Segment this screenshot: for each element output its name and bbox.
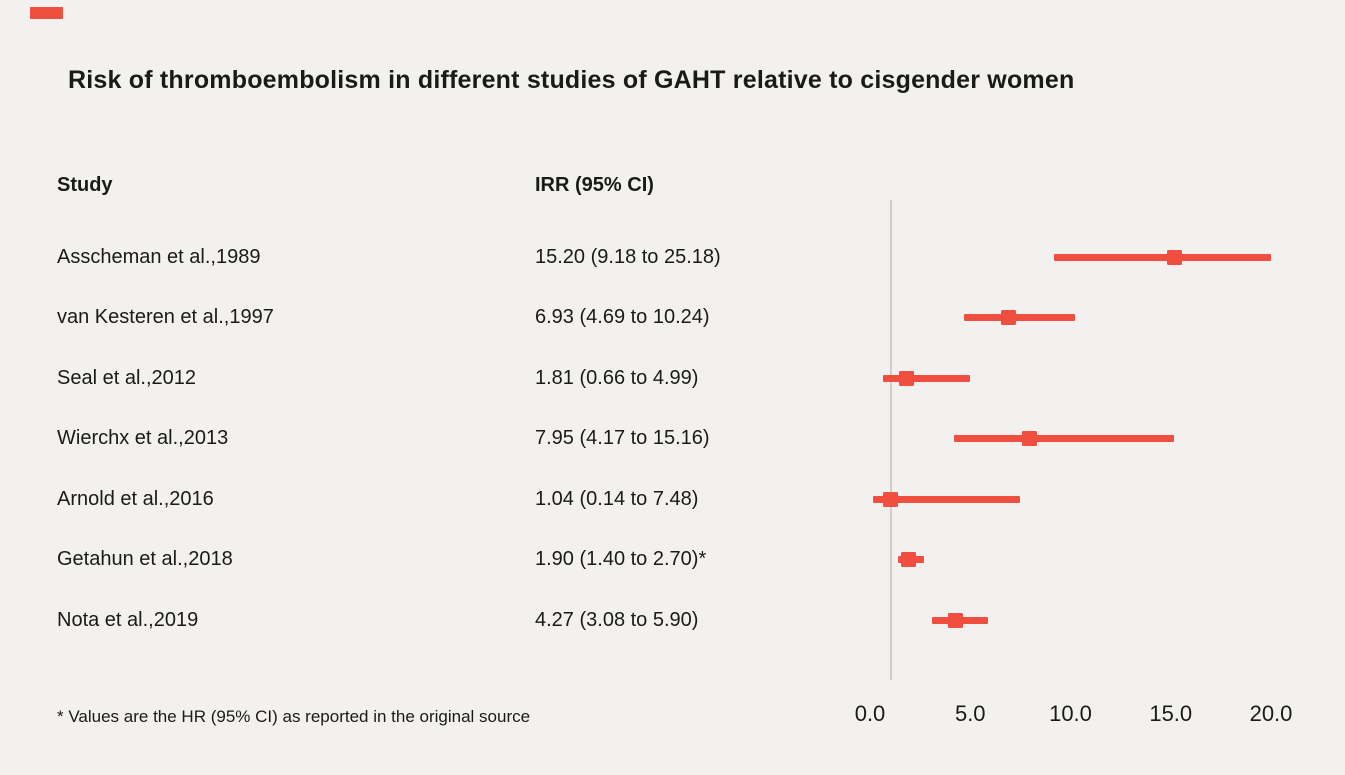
ci-line	[1054, 253, 1271, 261]
estimate-marker	[898, 370, 914, 386]
table-row: Seal et al.,2012 1.81 (0.66 to 4.99)	[57, 348, 857, 409]
irr-value: 4.27 (3.08 to 5.90)	[535, 608, 699, 631]
table-row: Nota et al.,2019 4.27 (3.08 to 5.90)	[57, 590, 857, 651]
irr-value: 1.04 (0.14 to 7.48)	[535, 487, 699, 510]
table-row: van Kesteren et al.,1997 6.93 (4.69 to 10…	[57, 288, 857, 349]
irr-value: 1.90 (1.40 to 2.70)*	[535, 548, 707, 571]
study-label: van Kesteren et al.,1997	[57, 306, 274, 329]
footnote: * Values are the HR (95% CI) as reported…	[57, 707, 531, 726]
brand-mark	[30, 7, 63, 19]
table-row: Wierchx et al.,2013 7.95 (4.17 to 15.16)	[57, 409, 857, 470]
page-title: Risk of thromboembolism in different stu…	[68, 66, 1075, 94]
column-header-study: Study	[57, 174, 113, 196]
study-label: Arnold et al.,2016	[57, 487, 214, 510]
irr-value: 6.93 (4.69 to 10.24)	[535, 306, 710, 329]
table-row: Asscheman et al.,1989 15.20 (9.18 to 25.1…	[57, 227, 857, 288]
forest-plot-area	[870, 200, 1271, 680]
estimate-marker	[948, 612, 964, 628]
x-axis-tick-labels: 0.0 5.0 10.0 15.0 20.0	[855, 701, 1293, 731]
table-row: Getahun et al.,2018 1.90 (1.40 to 2.70)*	[57, 530, 857, 591]
tick-label: 15.0	[1149, 701, 1193, 726]
column-header-irr: IRR (95% CI)	[535, 174, 654, 196]
ci-line	[883, 374, 971, 382]
study-label: Seal et al.,2012	[57, 366, 196, 389]
table-row: Arnold et al.,2016 1.04 (0.14 to 7.48)	[57, 469, 857, 530]
reference-line	[890, 200, 892, 680]
tick-label: 5.0	[954, 701, 986, 726]
study-label: Wierchx et al.,2013	[57, 427, 229, 450]
study-label: Nota et al.,2019	[57, 608, 199, 631]
irr-value: 1.81 (0.66 to 4.99)	[535, 366, 699, 389]
estimate-marker	[883, 491, 899, 507]
estimate-marker	[1021, 431, 1037, 447]
ci-line	[872, 495, 1020, 503]
tick-label: 0.0	[854, 701, 886, 726]
study-label: Asscheman et al.,1989	[57, 245, 261, 268]
tick-label: 10.0	[1049, 701, 1092, 726]
study-rows: Asscheman et al.,1989 15.20 (9.18 to 25.1…	[57, 227, 857, 651]
estimate-marker	[900, 552, 916, 568]
estimate-marker	[1167, 249, 1183, 265]
tick-label: 20.0	[1249, 701, 1293, 726]
irr-value: 15.20 (9.18 to 25.18)	[535, 245, 721, 268]
irr-value: 7.95 (4.17 to 15.16)	[535, 427, 710, 450]
study-label: Getahun et al.,2018	[57, 548, 233, 571]
ci-line	[964, 314, 1076, 322]
estimate-marker	[1001, 310, 1017, 326]
ci-line	[953, 435, 1174, 443]
